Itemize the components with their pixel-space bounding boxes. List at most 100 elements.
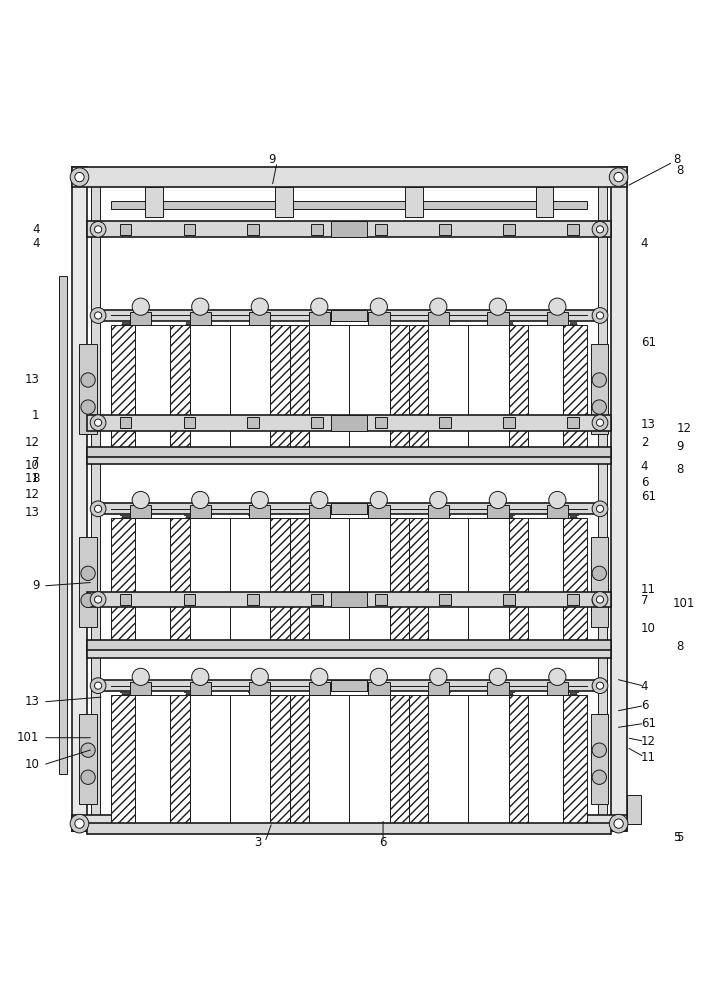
Text: 12: 12 <box>24 436 39 449</box>
Circle shape <box>592 308 608 323</box>
Bar <box>190 312 211 325</box>
Circle shape <box>90 501 106 517</box>
Bar <box>72 815 626 831</box>
Bar <box>487 505 508 518</box>
Circle shape <box>592 501 608 517</box>
Circle shape <box>596 419 604 426</box>
Bar <box>626 795 641 824</box>
Bar <box>111 325 135 453</box>
Bar <box>409 695 427 824</box>
Text: 3: 3 <box>254 836 261 849</box>
Bar <box>95 503 604 514</box>
Circle shape <box>81 400 95 414</box>
Text: 11: 11 <box>24 472 39 485</box>
Circle shape <box>596 312 604 319</box>
Bar <box>120 224 131 235</box>
Bar <box>505 514 512 517</box>
Bar <box>186 321 193 324</box>
Bar <box>87 447 611 457</box>
Text: 7: 7 <box>32 456 39 469</box>
Bar <box>349 695 390 824</box>
Text: 6: 6 <box>641 476 648 489</box>
Circle shape <box>192 298 209 315</box>
Circle shape <box>596 596 604 603</box>
Bar <box>249 505 271 518</box>
Bar <box>487 312 508 325</box>
Bar <box>79 537 97 627</box>
Bar <box>390 518 409 647</box>
Bar <box>289 325 309 453</box>
Bar <box>331 415 367 431</box>
Bar <box>314 514 320 517</box>
Circle shape <box>95 505 102 512</box>
Bar <box>546 312 568 325</box>
Bar <box>591 344 608 434</box>
Bar <box>95 680 604 691</box>
Bar <box>368 505 390 518</box>
Circle shape <box>489 298 506 315</box>
Bar <box>190 505 211 518</box>
Circle shape <box>70 168 89 186</box>
Circle shape <box>592 566 606 580</box>
Circle shape <box>192 668 209 685</box>
Circle shape <box>95 312 102 319</box>
Bar <box>120 417 131 428</box>
Bar <box>271 695 289 824</box>
Bar <box>170 695 190 824</box>
Text: 10: 10 <box>24 459 39 472</box>
Bar <box>122 514 129 517</box>
Text: 6: 6 <box>641 699 648 712</box>
Bar <box>390 695 409 824</box>
Text: 8: 8 <box>673 153 680 166</box>
Text: 13: 13 <box>24 695 39 708</box>
Circle shape <box>251 491 268 509</box>
Bar <box>170 518 190 647</box>
Circle shape <box>592 678 608 694</box>
Text: 101: 101 <box>673 597 695 610</box>
Bar <box>331 310 367 321</box>
Text: 8: 8 <box>677 164 684 177</box>
Text: 6: 6 <box>379 836 387 849</box>
Circle shape <box>592 373 606 387</box>
Circle shape <box>95 226 102 233</box>
Bar <box>427 682 449 695</box>
Bar <box>405 187 422 217</box>
Bar <box>309 325 349 453</box>
Bar <box>378 514 384 517</box>
Bar <box>409 518 427 647</box>
Bar <box>183 594 195 605</box>
Text: 10: 10 <box>641 622 656 635</box>
Bar <box>250 321 256 324</box>
Bar <box>87 415 611 431</box>
Bar <box>563 695 587 824</box>
Circle shape <box>90 678 106 694</box>
Circle shape <box>548 491 566 509</box>
Text: 4: 4 <box>641 680 648 693</box>
Bar <box>314 691 320 694</box>
Circle shape <box>81 770 95 784</box>
Bar <box>487 682 508 695</box>
Bar <box>378 321 384 324</box>
Bar <box>375 224 387 235</box>
Bar <box>79 344 97 434</box>
Circle shape <box>592 400 606 414</box>
Text: 13: 13 <box>24 506 39 519</box>
Bar <box>170 325 190 453</box>
Circle shape <box>592 415 608 431</box>
Text: 12: 12 <box>677 422 692 435</box>
Circle shape <box>75 172 84 182</box>
Circle shape <box>81 593 95 608</box>
Bar <box>289 518 309 647</box>
Bar <box>190 518 230 647</box>
Bar <box>111 201 587 209</box>
Bar <box>271 518 289 647</box>
Circle shape <box>132 668 150 685</box>
Text: 5: 5 <box>677 831 684 844</box>
Bar <box>349 518 390 647</box>
Bar <box>427 505 449 518</box>
Text: 4: 4 <box>32 237 39 250</box>
Bar <box>331 503 367 514</box>
Bar <box>331 680 367 691</box>
Bar <box>230 695 271 824</box>
Bar <box>135 695 170 824</box>
